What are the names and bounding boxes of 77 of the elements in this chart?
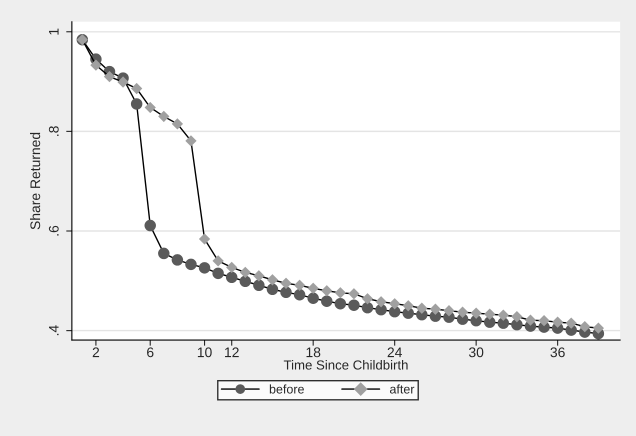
- point: [538, 315, 550, 326]
- x-tick-label: 2: [92, 347, 100, 358]
- point: [362, 293, 373, 304]
- point: [444, 305, 454, 316]
- point: [226, 272, 238, 284]
- point: [186, 135, 196, 146]
- point: [457, 306, 468, 318]
- point: [362, 302, 374, 314]
- point: [375, 304, 387, 316]
- point: [104, 71, 115, 82]
- point: [430, 304, 441, 315]
- point: [579, 321, 590, 332]
- point: [484, 308, 496, 320]
- x-tick-label: 12: [225, 347, 239, 358]
- point: [308, 282, 319, 294]
- point: [212, 268, 224, 280]
- point: [158, 111, 170, 122]
- point: [280, 286, 292, 298]
- point: [334, 298, 346, 310]
- x-axis-title: Time Since Childbirth: [284, 360, 408, 370]
- point: [198, 262, 210, 274]
- point: [402, 300, 414, 312]
- point: [253, 280, 265, 292]
- point: [307, 292, 319, 304]
- x-tick-label: 24: [388, 347, 402, 358]
- point: [131, 83, 142, 94]
- point: [226, 262, 238, 273]
- point: [484, 316, 496, 328]
- x-tick-label: 18: [306, 347, 320, 358]
- point: [267, 274, 278, 286]
- x-tick-label: 36: [550, 347, 565, 358]
- x-tick-label: 6: [147, 347, 154, 358]
- point: [389, 298, 400, 310]
- point: [266, 284, 278, 296]
- point: [348, 288, 360, 300]
- point: [376, 296, 387, 308]
- point: [199, 234, 210, 244]
- point: [498, 310, 509, 321]
- point: [388, 306, 400, 318]
- point: [470, 308, 482, 319]
- point: [90, 60, 102, 71]
- legend-label: after: [390, 384, 414, 394]
- point: [212, 255, 224, 266]
- y-tick-label: .6: [48, 226, 59, 236]
- x-tick-label: 10: [198, 347, 212, 358]
- point: [498, 317, 510, 329]
- point: [348, 299, 360, 311]
- point: [280, 278, 292, 289]
- y-axis-title: Share Returned: [30, 132, 40, 230]
- point: [130, 98, 142, 110]
- point: [172, 118, 183, 130]
- point: [240, 276, 252, 288]
- point: [185, 258, 197, 270]
- point: [253, 270, 264, 282]
- y-tick-label: .8: [48, 126, 59, 136]
- point: [511, 318, 523, 330]
- legend-label: before: [270, 384, 304, 394]
- point: [511, 311, 522, 322]
- point: [144, 220, 156, 232]
- point: [240, 266, 251, 278]
- point: [552, 316, 564, 328]
- point: [592, 322, 604, 334]
- point: [525, 314, 536, 326]
- point: [294, 280, 306, 291]
- point: [334, 287, 346, 298]
- point: [416, 302, 428, 314]
- point: [118, 76, 128, 88]
- y-tick-label: 1: [49, 28, 59, 35]
- point: [321, 285, 332, 296]
- point: [172, 254, 184, 266]
- point: [158, 248, 170, 260]
- point: [566, 318, 577, 329]
- point: [144, 102, 156, 113]
- point: [321, 296, 332, 307]
- x-tick-label: 30: [468, 347, 484, 358]
- y-tick-label: .4: [49, 325, 59, 336]
- point: [294, 289, 306, 300]
